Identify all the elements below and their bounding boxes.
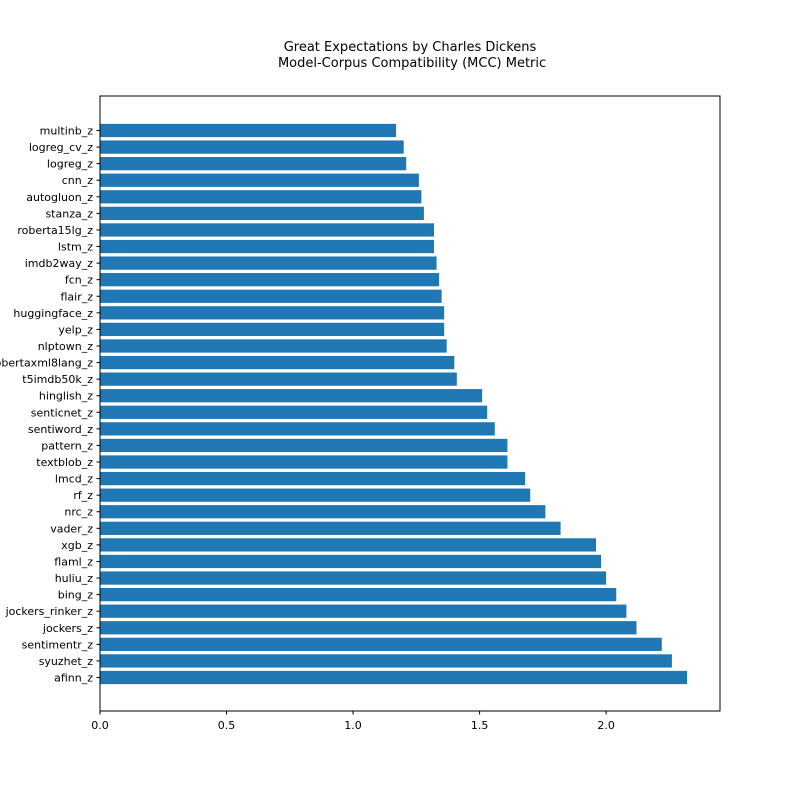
y-tick-label: jockers_rinker_z — [5, 605, 94, 618]
y-tick-label: pattern_z — [41, 439, 93, 452]
x-tick-label: 1.5 — [471, 719, 489, 732]
bar-lstm_z — [100, 239, 435, 254]
y-tick-label: imdb2way_z — [25, 257, 93, 270]
y-tick-label: cnn_z — [62, 174, 93, 187]
y-tick-label: logreg_z — [47, 158, 93, 171]
y-tick-label: autogluon_z — [26, 191, 93, 204]
y-tick-label: fcn_z — [65, 274, 93, 287]
y-tick-label: sentimentr_z — [22, 638, 94, 651]
chart-title-line-2: Model-Corpus Compatibility (MCC) Metric — [274, 56, 546, 71]
y-tick-label: xgb_z — [61, 539, 93, 552]
bar-jockers_z — [100, 621, 637, 635]
y-tick-label: huggingface_z — [13, 307, 93, 320]
plot-frame — [99, 95, 721, 712]
y-tick-label: lmcd_z — [55, 473, 93, 486]
bar-lmcd_z — [100, 471, 526, 486]
y-tick-label: syuzhet_z — [39, 655, 94, 668]
y-tick-label: lstm_z — [58, 241, 93, 254]
bar-yelp_z — [100, 322, 445, 337]
y-tick-label: sentiword_z — [28, 423, 93, 436]
chart-title-line-1: Great Expectations by Charles Dickens — [284, 40, 537, 55]
bar-autogluon_z — [100, 190, 422, 204]
bar-cnn_z — [100, 173, 419, 187]
y-tick-label: textblob_z — [36, 456, 93, 469]
bar-t5imdb50k_z — [100, 372, 457, 386]
bar-hinglish_z — [100, 389, 483, 403]
bar-roberta15lg_z — [100, 223, 435, 237]
y-tick-label: nrc_z — [64, 506, 93, 519]
x-tick-label: 0.0 — [91, 719, 109, 732]
bar-huliu_z — [100, 571, 607, 585]
y-tick-label: jockers_z — [42, 622, 93, 635]
bar-stanza_z — [100, 206, 424, 221]
y-tick-label: flaml_z — [54, 555, 93, 568]
bar-senticnet_z — [100, 405, 488, 419]
y-tick-label: hinglish_z — [39, 390, 93, 403]
y-tick-label: bing_z — [58, 589, 93, 602]
y-axis: multinb_z logreg_cv_z logreg_z cnn_zautoglu… — [0, 125, 100, 685]
bar-sentimentr_z — [100, 637, 662, 651]
y-tick-label: yelp_z — [58, 323, 93, 336]
bar-logreg_z — [100, 157, 407, 171]
bar-imdb2way_z — [100, 256, 437, 270]
bar-rf_z — [100, 488, 531, 502]
bar-fcn_z — [100, 273, 440, 287]
y-tick-label: huliu_z — [55, 572, 94, 585]
y-tick-label: logreg_cv_z — [29, 141, 93, 154]
x-tick-label: 0.5 — [218, 719, 236, 732]
bar-afinn_z — [100, 670, 688, 685]
bar-syuzhet_z — [100, 654, 672, 668]
y-tick-label: vader_z — [50, 522, 93, 535]
bar-sentiword_z — [100, 422, 495, 436]
bar-textblob_z — [100, 455, 508, 469]
y-tick-label: afinn_z — [54, 672, 93, 685]
x-axis: 0.0 0.5 1.0 1.5 2.0 — [91, 711, 615, 732]
x-tick-label: 2.0 — [597, 719, 615, 732]
y-tick-label: flair_z — [60, 290, 93, 303]
bar-nlptown_z — [100, 339, 447, 353]
bar-flair_z — [100, 289, 442, 303]
bar-robertaxml8lang_z — [100, 355, 455, 370]
bar-xgb_z — [100, 538, 596, 552]
bar-flaml_z — [100, 554, 602, 569]
bar-nrc_z — [100, 505, 546, 519]
y-tick-label: t5imdb50k_z — [22, 373, 93, 386]
y-tick-label: senticnet_z — [31, 406, 93, 419]
bar-multinb_z — [100, 123, 397, 138]
bar-vader_z — [100, 521, 561, 535]
y-tick-label: roberta15lg_z — [17, 224, 93, 237]
bar-bing_z — [100, 587, 617, 602]
bars-layer — [100, 123, 688, 685]
x-tick-label: 1.0 — [344, 719, 362, 732]
y-tick-label: robertaxml8lang_z — [0, 357, 93, 370]
y-tick-label: multinb_z — [40, 125, 94, 138]
bar-logreg_cv_z — [100, 140, 404, 154]
y-tick-label: stanza_z — [45, 207, 93, 220]
bar-huggingface_z — [100, 306, 445, 320]
bar-pattern_z — [100, 438, 508, 453]
y-tick-label: nlptown_z — [38, 340, 94, 353]
y-tick-label: rf_z — [73, 489, 93, 502]
bar-jockers_rinker_z — [100, 604, 627, 618]
